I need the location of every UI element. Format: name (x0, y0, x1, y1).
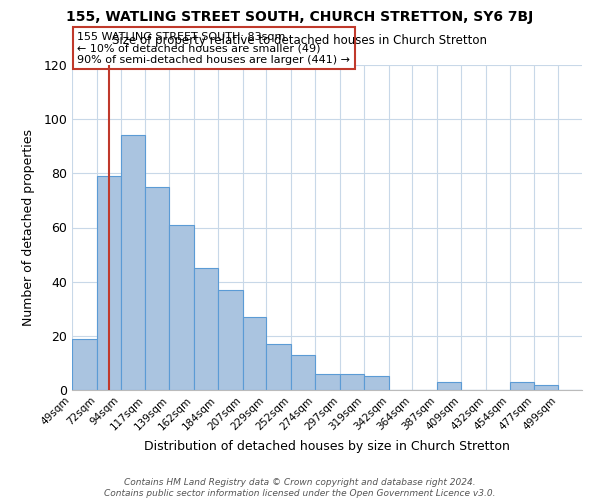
Bar (97, 176, 121, 390)
Bar (292, 355, 315, 390)
Bar (194, 268, 218, 390)
Bar (535, 384, 558, 390)
X-axis label: Distribution of detached houses by size in Church Stretton: Distribution of detached houses by size … (144, 440, 510, 453)
Bar (218, 290, 243, 390)
Bar (340, 374, 364, 390)
Bar (243, 317, 266, 390)
Bar (72, 338, 97, 390)
Bar (266, 344, 292, 390)
Text: Contains HM Land Registry data © Crown copyright and database right 2024.
Contai: Contains HM Land Registry data © Crown c… (104, 478, 496, 498)
Bar (509, 382, 535, 390)
Bar (364, 376, 389, 390)
Y-axis label: Number of detached properties: Number of detached properties (22, 129, 35, 326)
Bar (169, 225, 194, 390)
Bar (145, 187, 169, 390)
Text: Size of property relative to detached houses in Church Stretton: Size of property relative to detached ho… (113, 34, 487, 47)
Bar (121, 136, 145, 390)
Bar (437, 382, 461, 390)
Text: 155 WATLING STREET SOUTH: 83sqm
← 10% of detached houses are smaller (49)
90% of: 155 WATLING STREET SOUTH: 83sqm ← 10% of… (77, 32, 350, 65)
Text: 155, WATLING STREET SOUTH, CHURCH STRETTON, SY6 7BJ: 155, WATLING STREET SOUTH, CHURCH STRETT… (67, 10, 533, 24)
Bar (315, 374, 340, 390)
